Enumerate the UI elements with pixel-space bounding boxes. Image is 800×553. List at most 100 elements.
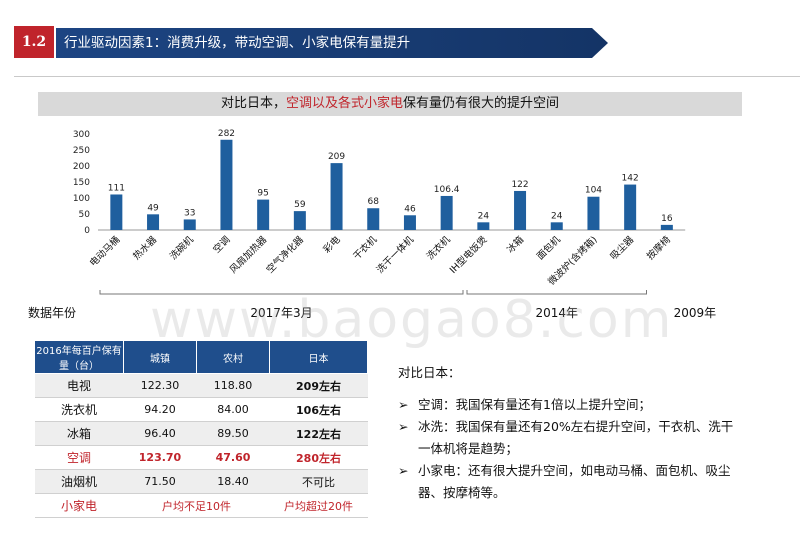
note-item: ➢ 空调：我国保有量还有1倍以上提升空间； bbox=[398, 394, 738, 416]
bar bbox=[330, 163, 343, 230]
category-label: IH型电饭煲 bbox=[447, 233, 490, 276]
table-cell: 118.80 bbox=[196, 373, 270, 398]
slide-title: 行业驱动因素1：消费升级，带动空调、小家电保有量提升 bbox=[64, 35, 411, 51]
table-header-row: 2016年每百户保有量（台） 城镇 农村 日本 bbox=[34, 340, 368, 374]
table-row: 洗衣机 94.20 84.00 106左右 bbox=[34, 397, 368, 422]
group-label: 2014年 bbox=[535, 306, 578, 320]
bar bbox=[293, 211, 306, 230]
data-label: 122 bbox=[511, 180, 528, 190]
bar bbox=[477, 222, 490, 230]
y-tick-label: 300 bbox=[73, 130, 90, 140]
category-label: 按摩椅 bbox=[644, 233, 673, 262]
note-item: ➢ 冰洗：我国保有量还有20%左右提升空间，干衣机、洗干一体机将是趋势； bbox=[398, 416, 738, 460]
table-cell: 96.40 bbox=[123, 421, 197, 446]
header-divider bbox=[14, 76, 800, 77]
chart-title-part3: 保有量仍有很大的提升空间 bbox=[403, 96, 560, 111]
data-label: 106.4 bbox=[434, 185, 460, 195]
bar bbox=[514, 190, 527, 230]
bar bbox=[367, 208, 380, 230]
y-tick-label: 50 bbox=[79, 210, 91, 220]
bar bbox=[147, 214, 160, 230]
data-label: 68 bbox=[368, 197, 380, 207]
notes-intro: 对比日本： bbox=[398, 365, 461, 380]
note-text: 冰洗：我国保有量还有20%左右提升空间，干衣机、洗干一体机将是趋势； bbox=[418, 419, 734, 456]
data-label: 16 bbox=[661, 214, 673, 224]
title-banner bbox=[56, 28, 608, 58]
chart-title-highlight: 空调以及各式小家电 bbox=[285, 96, 403, 111]
table-cell: 122左右 bbox=[269, 421, 368, 446]
comparison-notes: 对比日本： ➢ 空调：我国保有量还有1倍以上提升空间； ➢ 冰洗：我国保有量还有… bbox=[398, 362, 738, 504]
data-label: 95 bbox=[257, 189, 268, 199]
y-tick-label: 0 bbox=[84, 226, 90, 236]
y-tick-label: 150 bbox=[73, 178, 90, 188]
table-cell: 280左右 bbox=[269, 445, 368, 470]
category-label: 空气净化器 bbox=[264, 233, 306, 275]
category-label: 冰箱 bbox=[504, 234, 526, 256]
table-header: 2016年每百户保有量（台） bbox=[34, 340, 124, 374]
category-label: 空调 bbox=[211, 234, 233, 256]
ownership-table: 2016年每百户保有量（台） 城镇 农村 日本 电视 122.30 118.80… bbox=[34, 340, 368, 518]
bar bbox=[624, 184, 637, 230]
group-bracket bbox=[99, 290, 464, 295]
category-label: 洗衣机 bbox=[424, 233, 453, 262]
arrow-bullet-icon: ➢ bbox=[398, 419, 409, 434]
table-cell: 209左右 bbox=[269, 373, 368, 398]
bar bbox=[440, 195, 453, 230]
table-cell: 电视 bbox=[34, 373, 124, 398]
table-header: 农村 bbox=[196, 340, 270, 374]
table-cell: 户均超过20件 bbox=[269, 493, 368, 518]
arrow-bullet-icon: ➢ bbox=[398, 397, 409, 412]
table-header: 日本 bbox=[269, 340, 368, 374]
table-cell: 123.70 bbox=[123, 445, 197, 470]
category-label: 面包机 bbox=[534, 233, 563, 262]
bar bbox=[257, 199, 270, 230]
category-label: 热水器 bbox=[131, 233, 160, 262]
group-label: 2009年 bbox=[674, 306, 717, 320]
table-row: 电视 122.30 118.80 209左右 bbox=[34, 373, 368, 398]
bar bbox=[183, 219, 196, 230]
data-label: 209 bbox=[328, 152, 345, 162]
note-text: 空调：我国保有量还有1倍以上提升空间； bbox=[418, 397, 651, 412]
table-cell: 18.40 bbox=[196, 469, 270, 494]
y-tick-label: 250 bbox=[73, 146, 90, 156]
table-cell: 47.60 bbox=[196, 445, 270, 470]
bar bbox=[587, 196, 600, 230]
data-label: 49 bbox=[147, 203, 159, 213]
data-label: 46 bbox=[404, 204, 416, 214]
chart-title: 对比日本，空调以及各式小家电保有量仍有很大的提升空间 bbox=[38, 92, 742, 116]
arrow-bullet-icon: ➢ bbox=[398, 463, 409, 478]
category-label: 吸尘器 bbox=[608, 234, 636, 262]
chart-title-part1: 对比日本， bbox=[220, 96, 286, 111]
table-cell: 空调 bbox=[34, 445, 124, 470]
bar bbox=[660, 224, 673, 230]
table-cell: 71.50 bbox=[123, 469, 197, 494]
table-cell: 106左右 bbox=[269, 397, 368, 422]
section-number-badge: 1.2 bbox=[14, 26, 54, 58]
table-cell: 122.30 bbox=[123, 373, 197, 398]
data-year-label: 数据年份 bbox=[28, 306, 77, 320]
data-label: 24 bbox=[551, 211, 563, 221]
data-label: 24 bbox=[478, 211, 490, 221]
table-cell: 不可比 bbox=[269, 469, 368, 494]
bar bbox=[550, 222, 563, 230]
note-text: 小家电：还有很大提升空间，如电动马桶、面包机、吸尘器、按摩椅等。 bbox=[418, 463, 731, 500]
table-header: 城镇 bbox=[123, 340, 197, 374]
category-label: 洗干一体机 bbox=[374, 233, 416, 275]
data-label: 59 bbox=[294, 200, 306, 210]
category-label: 风扇加热器 bbox=[227, 233, 269, 275]
y-tick-label: 200 bbox=[73, 162, 90, 172]
slide-header: 1.2 行业驱动因素1：消费升级，带动空调、小家电保有量提升 bbox=[0, 0, 800, 80]
category-label: 干衣机 bbox=[351, 233, 380, 262]
table-row: 小家电 户均不足10件 户均超过20件 bbox=[34, 493, 368, 518]
note-item: ➢ 小家电：还有很大提升空间，如电动马桶、面包机、吸尘器、按摩椅等。 bbox=[398, 460, 738, 504]
bar bbox=[403, 215, 416, 230]
table-row: 油烟机 71.50 18.40 不可比 bbox=[34, 469, 368, 494]
table-cell: 84.00 bbox=[196, 397, 270, 422]
data-label: 33 bbox=[184, 208, 195, 218]
data-label: 282 bbox=[218, 129, 235, 139]
group-label: 2017年3月 bbox=[250, 306, 312, 320]
table-cell: 户均不足10件 bbox=[123, 493, 270, 518]
category-label: 电动马桶 bbox=[87, 234, 122, 269]
table-row: 空调 123.70 47.60 280左右 bbox=[34, 445, 368, 470]
data-label: 111 bbox=[108, 183, 125, 193]
